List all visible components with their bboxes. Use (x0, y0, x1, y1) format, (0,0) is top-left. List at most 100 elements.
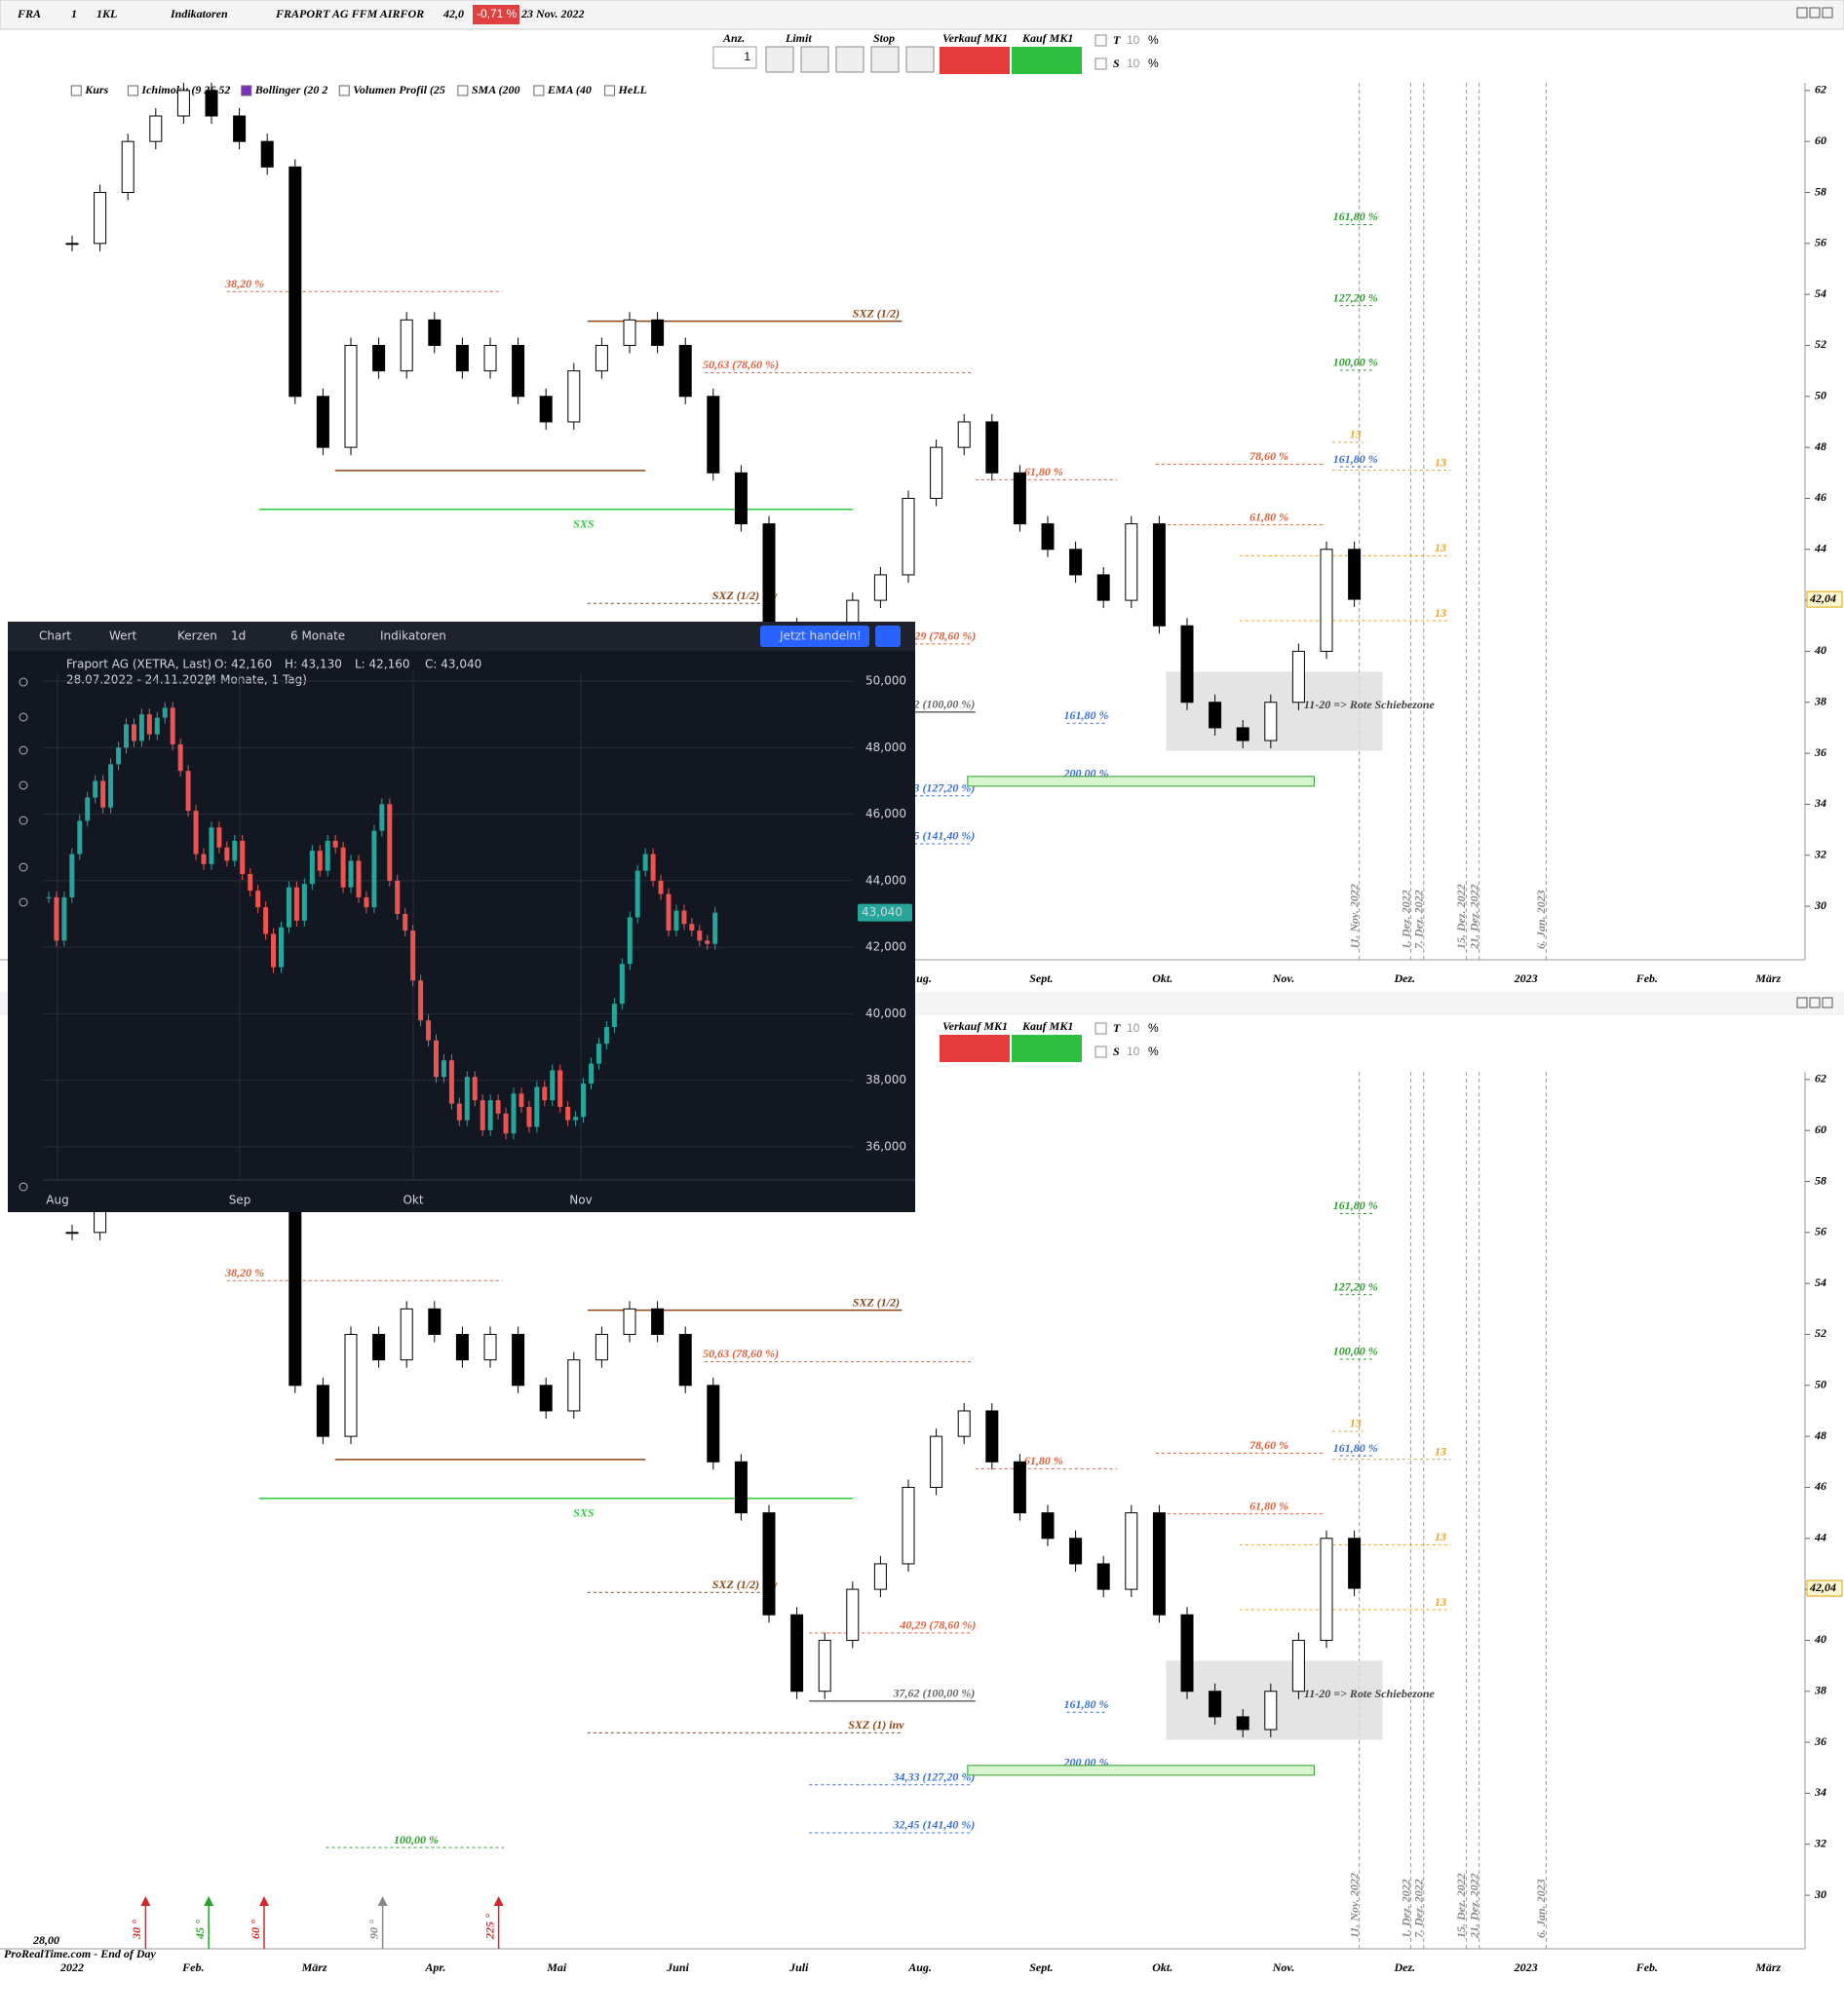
win-min[interactable] (1796, 7, 1808, 19)
candle (121, 140, 134, 194)
field-value: 10 (1127, 1045, 1140, 1058)
legend-checkbox[interactable] (457, 85, 469, 96)
toolbar-item[interactable]: FRAPORT AG FFM AIRFOR (275, 7, 424, 20)
collapse-button[interactable] (875, 626, 901, 647)
tool-icon[interactable] (19, 677, 28, 687)
order-button[interactable] (800, 46, 829, 73)
win-close[interactable] (1822, 7, 1833, 19)
checkbox[interactable] (1095, 34, 1107, 47)
order-button[interactable] (870, 46, 900, 73)
candle (344, 344, 358, 448)
legend-checkbox[interactable] (533, 85, 545, 96)
toolbar-item[interactable]: 1KL (96, 7, 117, 20)
widget-tool[interactable]: Kerzen (177, 629, 217, 643)
date-line-label: 21. Dez. 2022 (1467, 1873, 1480, 1939)
toolbar-item[interactable]: 42,0 (442, 7, 464, 20)
tool-icon[interactable] (19, 897, 28, 907)
candle (1320, 549, 1333, 652)
candle (526, 1106, 532, 1127)
y-tick-label: 44 (1814, 1531, 1826, 1544)
order-button[interactable] (905, 46, 935, 73)
win-min[interactable] (1796, 997, 1808, 1008)
checkbox[interactable] (1095, 1046, 1107, 1058)
win-max[interactable] (1809, 7, 1821, 19)
y-tick-label: 48 (1814, 439, 1826, 453)
range-note: (4 Monate, 1 Tag) (205, 673, 307, 687)
x-tick-label: Sep (229, 1194, 251, 1207)
percent: % (1148, 1045, 1159, 1058)
candle (790, 1614, 804, 1693)
y-tick-label: 62 (1815, 83, 1826, 96)
toolbar-item[interactable]: 23 Nov. 2022 (520, 7, 585, 20)
candle (1291, 650, 1305, 704)
angle-arrow (493, 1896, 504, 1906)
widget-tool[interactable]: 6 Monate (290, 629, 345, 643)
tool-icon[interactable] (19, 780, 28, 790)
change: -0,71 % (477, 7, 518, 20)
tool-icon[interactable] (19, 862, 28, 872)
level-label: SXS (573, 1505, 595, 1519)
checkbox[interactable] (1095, 1022, 1107, 1035)
toolbar-item[interactable]: 1 (71, 7, 77, 20)
tool-icon[interactable] (19, 745, 28, 755)
buy-button[interactable] (1012, 1035, 1082, 1062)
y-tick-label: 38 (1814, 1684, 1826, 1697)
y-tick-label: 60 (1815, 1122, 1826, 1136)
legend-checkbox[interactable] (127, 85, 138, 96)
candle (428, 1308, 442, 1335)
legend-checkbox[interactable] (338, 85, 350, 96)
tool-icon[interactable] (19, 1182, 28, 1192)
buy-button[interactable] (1012, 47, 1082, 74)
candle (85, 797, 91, 821)
x-tick-label: 2022 (59, 1960, 84, 1974)
legend-checkbox[interactable] (604, 85, 616, 96)
ohlc: L: 42,160 (355, 658, 410, 671)
y-tick-label: 60 (1815, 133, 1826, 147)
candle (681, 910, 687, 925)
widget-tool[interactable]: Indikatoren (380, 629, 446, 643)
sell-button[interactable] (940, 1035, 1010, 1062)
sell-button[interactable] (940, 47, 1010, 74)
tool-icon[interactable] (19, 712, 28, 722)
order-button[interactable] (765, 46, 794, 73)
legend-checkbox[interactable] (70, 85, 82, 96)
candle (678, 1333, 692, 1387)
candle (472, 1077, 478, 1101)
candle (379, 804, 385, 831)
tool-icon[interactable] (19, 816, 28, 825)
toolbar-item[interactable]: FRA (17, 7, 41, 20)
qty-box[interactable] (712, 46, 757, 69)
x-tick-label: Mai (546, 1960, 567, 1974)
candle (539, 1385, 553, 1412)
widget-tool[interactable]: Wert (109, 629, 136, 643)
candle (348, 860, 354, 888)
candle (595, 344, 608, 372)
win-close[interactable] (1822, 997, 1833, 1008)
candle (1291, 1639, 1305, 1693)
price-tag (1806, 590, 1843, 608)
y-tick-label: 48 (1814, 1428, 1826, 1442)
level-label: 38,20 % (224, 277, 264, 290)
widget-tool[interactable]: Chart (39, 629, 71, 643)
x-tick-label: Aug. (907, 1960, 932, 1974)
legend-checkbox[interactable] (241, 85, 252, 96)
level-label: 161,80 % (1333, 452, 1378, 466)
y-tick-label: 40 (1814, 643, 1826, 657)
y-tick-label: 52 (1815, 1326, 1826, 1340)
checkbox[interactable] (1095, 57, 1107, 70)
win-max[interactable] (1809, 997, 1821, 1008)
change-badge (473, 5, 519, 24)
buy-label: Kauf MK1 (1021, 1019, 1073, 1033)
candle (483, 344, 497, 372)
order-button[interactable] (835, 46, 864, 73)
widget-tool[interactable]: 1d (231, 629, 246, 643)
candle (46, 896, 52, 898)
level-label: SXS (573, 516, 595, 530)
x-tick-label: 2023 (1514, 971, 1538, 985)
trade-button[interactable] (760, 626, 869, 647)
toolbar-item[interactable]: Indikatoren (170, 7, 228, 20)
x-tick-label: Apr. (424, 1960, 445, 1974)
candle (293, 887, 299, 921)
